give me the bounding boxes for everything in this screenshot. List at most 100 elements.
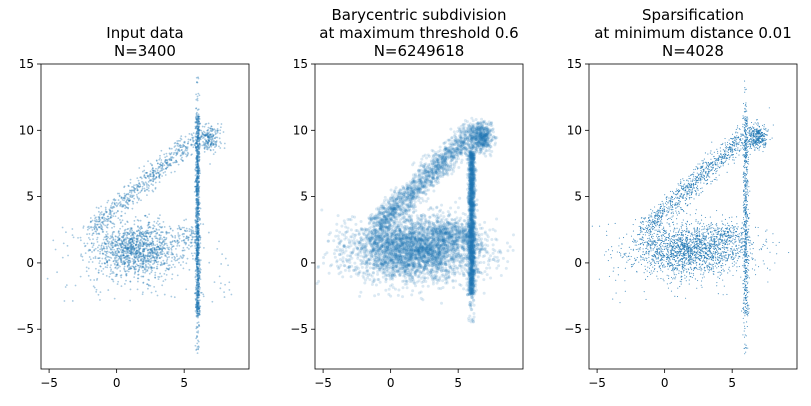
data-point: [161, 175, 164, 177]
data-point: [147, 180, 150, 183]
data-point: [206, 129, 209, 132]
data-point: [127, 243, 129, 245]
data-point: [121, 242, 124, 245]
data-point: [138, 248, 140, 251]
data-point: [120, 254, 123, 257]
data-point: [104, 257, 107, 260]
data-point: [125, 279, 127, 282]
data-point: [95, 227, 98, 230]
data-point: [195, 93, 198, 96]
data-point: [95, 206, 98, 209]
data-point: [159, 248, 162, 250]
data-point: [189, 245, 192, 248]
data-point: [205, 140, 208, 143]
data-point: [157, 245, 160, 248]
data-point: [197, 206, 199, 209]
data-point: [152, 184, 154, 186]
data-point: [115, 256, 118, 259]
data-point: [128, 197, 130, 200]
data-point: [126, 249, 129, 252]
data-point: [97, 272, 100, 274]
data-point: [119, 222, 122, 224]
data-point: [141, 235, 144, 238]
data-point: [197, 239, 200, 242]
data-point: [168, 267, 171, 270]
data-point: [127, 246, 130, 249]
data-point: [97, 249, 99, 252]
data-point: [137, 277, 140, 280]
data-point: [128, 246, 131, 249]
data-point: [133, 249, 136, 251]
data-point: [116, 283, 119, 285]
data-point: [151, 269, 154, 272]
data-point: [152, 242, 155, 245]
data-point: [132, 241, 135, 244]
data-point: [173, 146, 176, 148]
data-point: [137, 237, 140, 240]
data-point: [134, 244, 137, 247]
data-point: [98, 262, 101, 265]
data-point: [120, 274, 123, 276]
data-point: [224, 283, 227, 286]
data-point: [115, 273, 118, 276]
data-point: [112, 270, 114, 273]
data-point: [136, 177, 139, 179]
data-point: [96, 238, 98, 241]
data-point: [164, 254, 166, 257]
data-point: [179, 137, 182, 140]
data-point: [150, 266, 153, 269]
data-point: [190, 231, 193, 233]
data-point: [139, 262, 142, 265]
data-point: [90, 226, 92, 229]
data-point: [197, 304, 200, 306]
data-point: [115, 243, 117, 246]
data-point: [156, 265, 158, 268]
data-point: [200, 134, 203, 137]
data-point: [110, 221, 112, 224]
data-point: [137, 246, 140, 249]
data-point: [132, 246, 135, 248]
data-point: [173, 240, 176, 242]
data-point: [174, 161, 177, 164]
data-point: [204, 123, 207, 126]
data-point: [165, 255, 168, 258]
data-point: [374, 283, 378, 287]
data-point: [135, 243, 138, 246]
data-point: [129, 241, 132, 244]
data-point: [353, 261, 357, 265]
data-point: [116, 239, 119, 242]
data-point: [127, 263, 130, 266]
data-point: [106, 246, 108, 249]
data-point: [129, 238, 132, 240]
data-point: [89, 249, 91, 252]
data-point: [159, 173, 162, 176]
data-point: [121, 236, 124, 238]
data-point: [155, 267, 158, 270]
data-point: [141, 265, 144, 268]
data-point: [136, 249, 139, 252]
data-point: [197, 308, 200, 311]
data-point: [125, 241, 128, 243]
data-point: [123, 261, 126, 264]
data-point: [196, 266, 199, 268]
data-point: [155, 228, 158, 230]
data-point: [136, 238, 138, 240]
data-point: [181, 151, 184, 154]
data-point: [197, 281, 200, 284]
data-point: [145, 235, 148, 238]
data-point: [143, 183, 146, 185]
data-point: [215, 144, 218, 146]
data-point: [96, 246, 99, 249]
data-point: [301, 252, 304, 255]
data-point: [142, 254, 145, 257]
data-point: [160, 161, 163, 164]
data-point: [99, 250, 102, 253]
data-point: [107, 240, 109, 243]
data-point: [135, 247, 138, 249]
data-point: [106, 220, 109, 223]
data-point: [195, 98, 198, 101]
data-point: [159, 263, 162, 266]
data-point: [131, 238, 134, 241]
data-point: [98, 220, 101, 222]
data-point: [135, 256, 138, 259]
